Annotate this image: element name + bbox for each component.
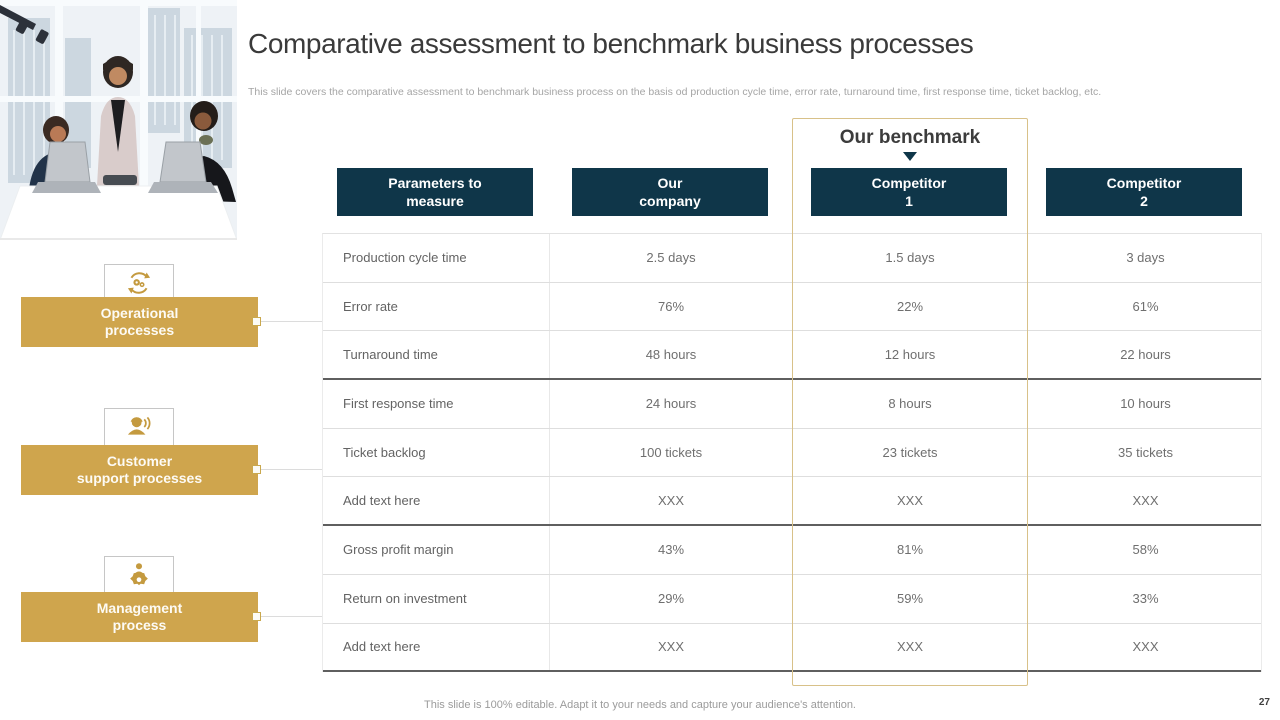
operational-processes-label-line1: Operational [100, 304, 179, 321]
row-competitor-2-value[interactable]: 3 days [1126, 250, 1165, 266]
table-row: Gross profit margin 43% 81% 58% [323, 526, 1261, 575]
row-our-company-value[interactable]: 76% [550, 282, 793, 331]
row-our-company-value[interactable]: 29% [550, 574, 793, 623]
row-param[interactable]: Turnaround time [323, 331, 550, 379]
manager-gear-icon [130, 563, 148, 586]
customer-support-processes-box[interactable]: Customer support processes [21, 445, 258, 495]
header-competitor-1-line2: 1 [905, 193, 913, 209]
row-competitor-2-value[interactable]: XXX [1132, 639, 1159, 655]
header-our-company-line1: Our [657, 174, 683, 191]
row-competitor-1-value[interactable]: 1.5 days [793, 234, 1028, 282]
header-our-company[interactable]: Our company [572, 168, 768, 216]
laptops [32, 141, 218, 193]
row-competitor-2-value[interactable]: 10 hours [1120, 396, 1171, 412]
row-our-company-value[interactable]: XXX [550, 623, 793, 671]
operational-processes-label-line2: processes [104, 322, 175, 338]
process-gears-icon [127, 272, 151, 294]
table-row: Ticket backlog 100 tickets 23 tickets 35… [323, 428, 1261, 478]
row-our-company-value[interactable]: 24 hours [550, 380, 793, 428]
customer-support-label-line1: Customer [106, 452, 173, 469]
connector-node-customer-support [252, 465, 261, 474]
row-competitor-1-value[interactable]: XXX [793, 477, 1028, 525]
header-parameters-line1: Parameters to [388, 174, 482, 191]
row-competitor-1-value[interactable]: 59% [793, 574, 1028, 623]
header-parameters-line2: measure [406, 193, 464, 209]
row-competitor-1-value[interactable]: 23 tickets [793, 428, 1028, 477]
header-competitor-1-line1: Competitor [871, 174, 947, 191]
management-process-box[interactable]: Management process [21, 592, 258, 642]
connector-node-management [252, 612, 261, 621]
operational-processes-box[interactable]: Operational processes [21, 297, 258, 347]
row-competitor-2-value[interactable]: 61% [1132, 299, 1159, 315]
row-our-company-value[interactable]: 100 tickets [550, 428, 793, 477]
table-row: Add text here XXX XXX XXX [323, 477, 1261, 527]
connector-line-management [261, 616, 322, 617]
management-process-label-line1: Management [96, 599, 183, 616]
row-competitor-1-value[interactable]: XXX [793, 623, 1028, 671]
table-row: Add text here XXX XXX XXX [323, 623, 1261, 673]
standing-woman [97, 56, 139, 186]
support-agent-icon [127, 416, 151, 435]
comparison-table: Production cycle time 2.5 days 1.5 days … [322, 233, 1262, 673]
page-number: 27 [1258, 697, 1270, 708]
row-competitor-2-value[interactable]: 35 tickets [1118, 445, 1173, 461]
our-benchmark-label[interactable]: Our benchmark [839, 127, 981, 148]
benchmark-pointer-triangle-icon [903, 152, 917, 161]
row-our-company-value[interactable]: XXX [550, 477, 793, 525]
row-param[interactable]: Ticket backlog [323, 428, 550, 477]
table-row: Return on investment 29% 59% 33% [323, 574, 1261, 624]
header-competitor-2-line1: Competitor [1106, 174, 1182, 191]
management-process-label-line2: process [112, 617, 167, 633]
table-row: Production cycle time 2.5 days 1.5 days … [323, 234, 1261, 283]
row-competitor-2-value[interactable]: 33% [1132, 591, 1159, 607]
table-row: Turnaround time 48 hours 12 hours 22 hou… [323, 331, 1261, 381]
row-competitor-2-value[interactable]: 22 hours [1120, 347, 1171, 363]
row-our-company-value[interactable]: 43% [550, 526, 793, 574]
row-competitor-1-value[interactable]: 22% [793, 282, 1028, 331]
header-our-company-line2: company [639, 193, 701, 209]
row-competitor-1-value[interactable]: 81% [793, 526, 1028, 574]
table-row: First response time 24 hours 8 hours 10 … [323, 380, 1261, 429]
row-our-company-value[interactable]: 2.5 days [550, 234, 793, 282]
editable-note[interactable]: This slide is 100% editable. Adapt it to… [424, 699, 856, 711]
header-parameters-to-measure[interactable]: Parameters to measure [337, 168, 533, 216]
row-param[interactable]: Error rate [323, 282, 550, 331]
header-competitor-2-line2: 2 [1140, 193, 1148, 209]
connector-line-operational [261, 321, 322, 322]
row-param[interactable]: Return on investment [323, 574, 550, 623]
table-row: Error rate 76% 22% 61% [323, 282, 1261, 332]
row-param[interactable]: Add text here [323, 477, 550, 525]
header-competitor-2[interactable]: Competitor 2 [1046, 168, 1242, 216]
row-competitor-1-value[interactable]: 12 hours [793, 331, 1028, 379]
header-competitor-1[interactable]: Competitor 1 [811, 168, 1007, 216]
slide-title[interactable]: Comparative assessment to benchmark busi… [248, 28, 974, 59]
row-competitor-2-value[interactable]: 58% [1132, 542, 1159, 558]
row-param[interactable]: Add text here [323, 623, 550, 671]
row-param[interactable]: Production cycle time [323, 234, 550, 282]
row-competitor-1-value[interactable]: 8 hours [793, 380, 1028, 428]
row-param[interactable]: Gross profit margin [323, 526, 550, 574]
connector-line-customer-support [261, 469, 322, 470]
row-our-company-value[interactable]: 48 hours [550, 331, 793, 379]
team-office-photo [0, 0, 238, 241]
row-param[interactable]: First response time [323, 380, 550, 428]
customer-support-label-line2: support processes [76, 470, 203, 486]
row-competitor-2-value[interactable]: XXX [1132, 493, 1159, 509]
slide-subtitle[interactable]: This slide covers the comparative assess… [248, 86, 1102, 98]
connector-node-operational [252, 317, 261, 326]
office-photo-illustration [0, 0, 238, 241]
